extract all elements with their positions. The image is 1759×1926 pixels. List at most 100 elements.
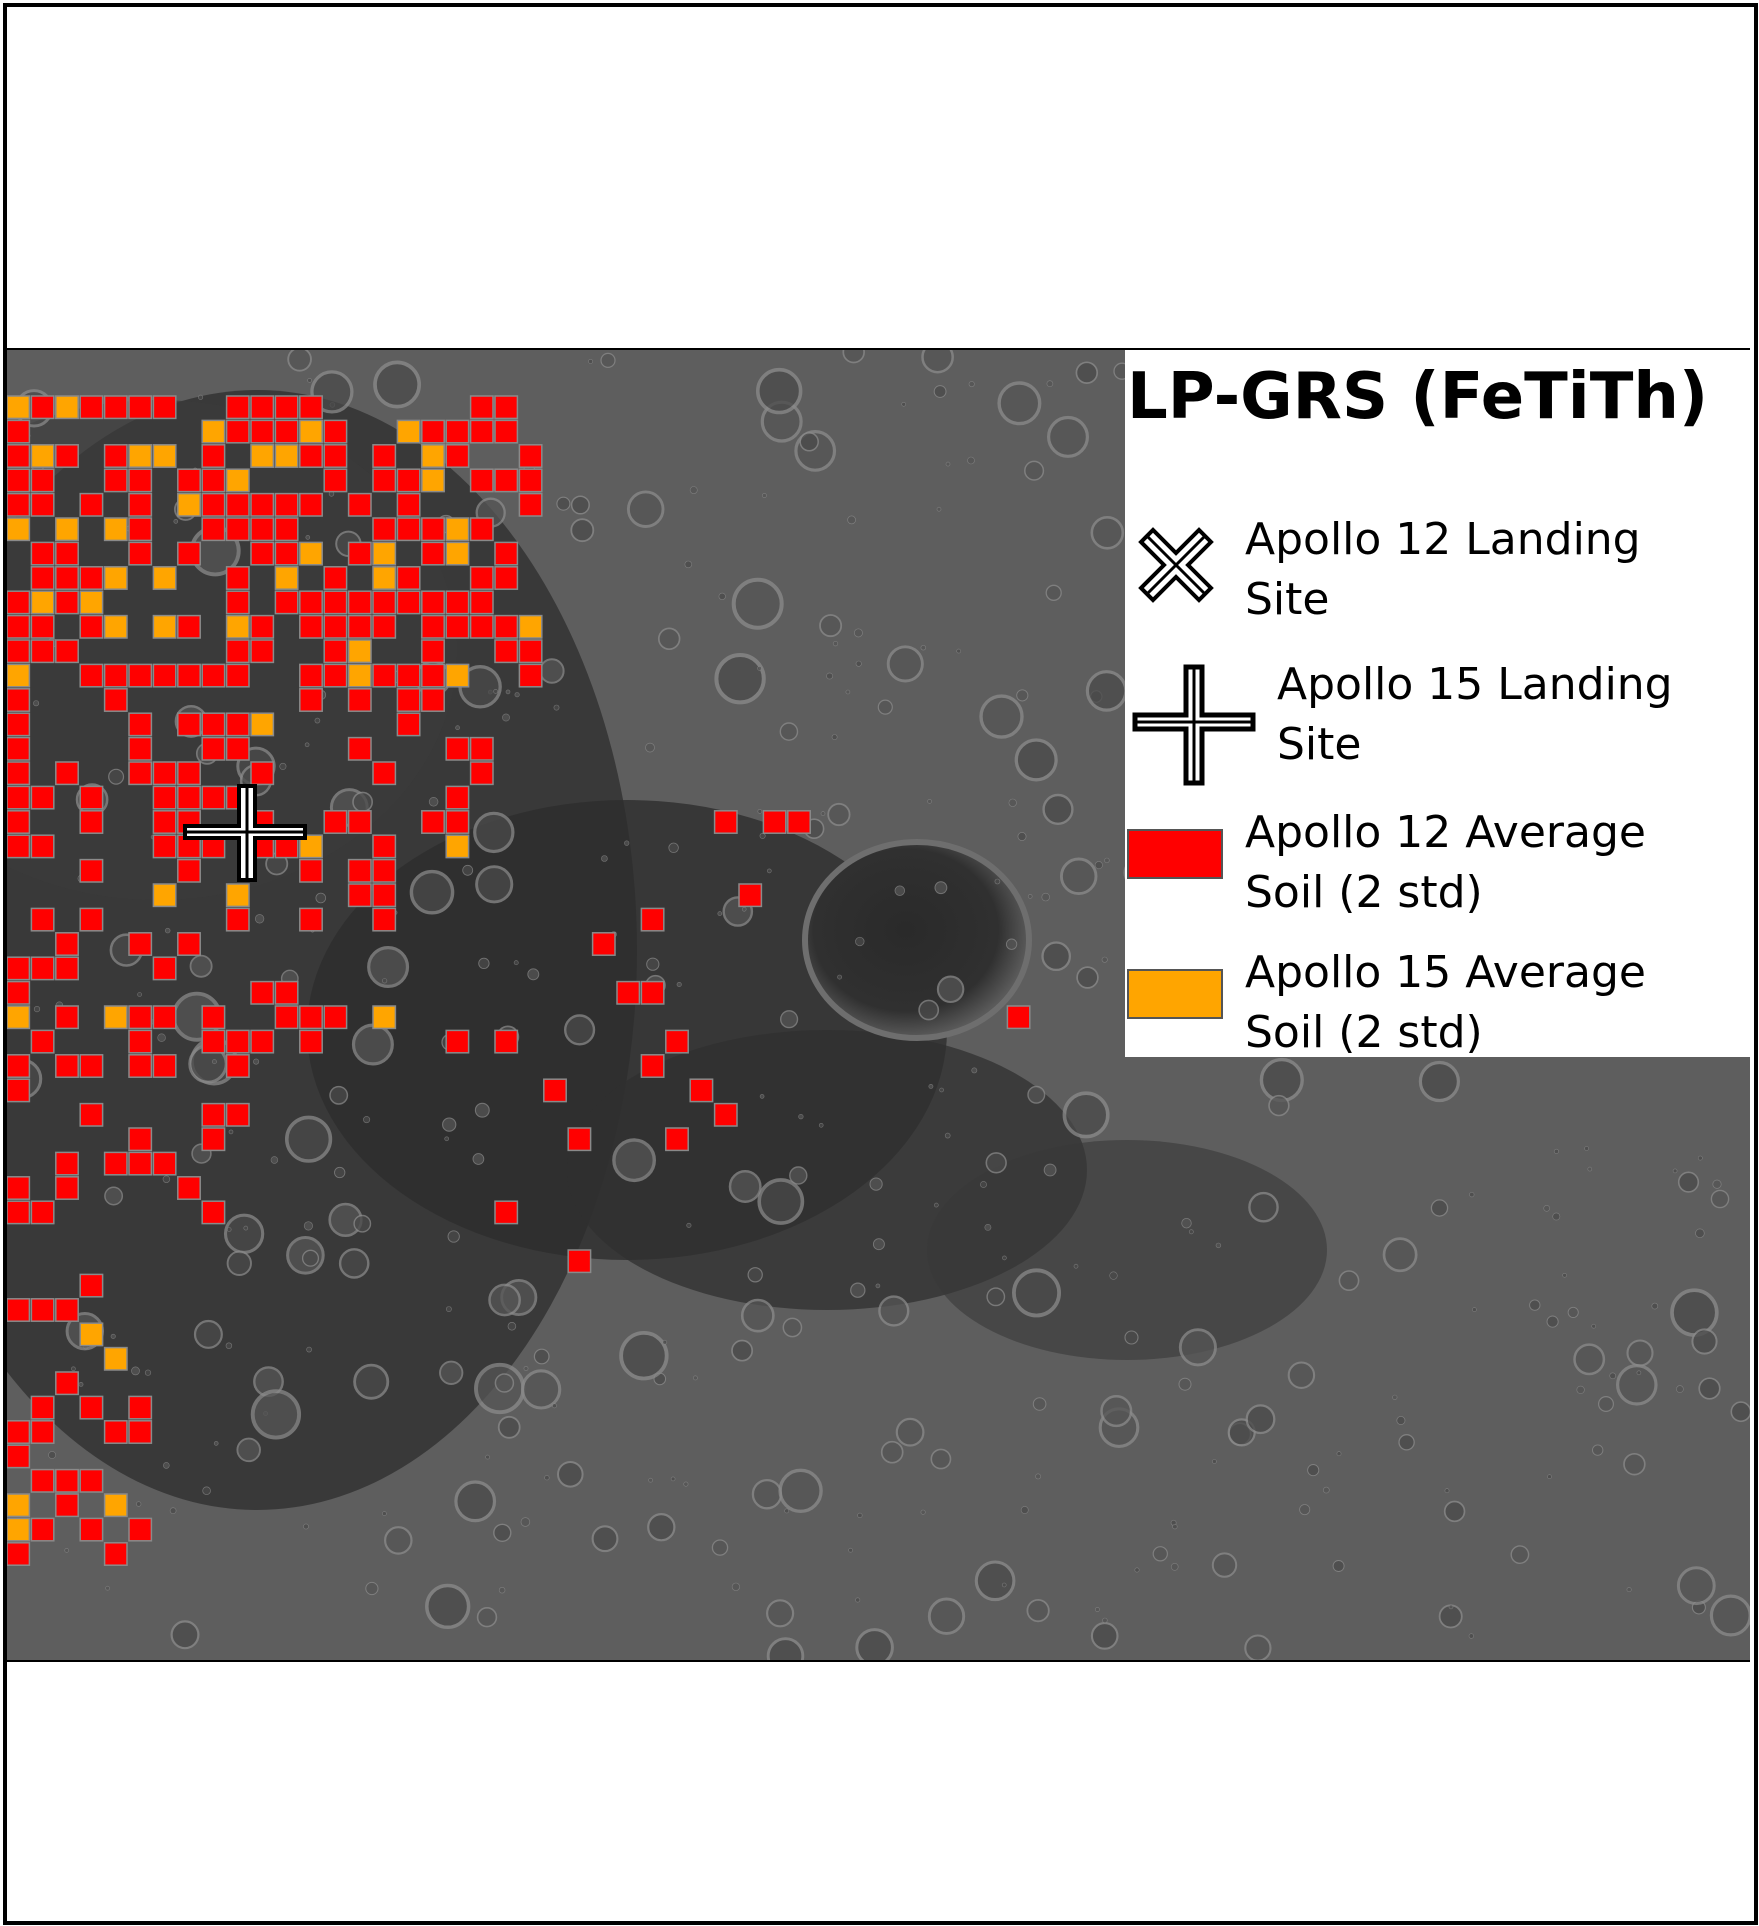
crater [1636, 1370, 1642, 1376]
apollo12-soil-cell [128, 395, 153, 420]
apollo12-soil-cell [7, 712, 31, 737]
crater [1109, 1271, 1118, 1280]
apollo12-soil-cell [30, 468, 55, 493]
apollo15-soil-cell [299, 419, 323, 444]
crater [1597, 1395, 1614, 1412]
crater [878, 1295, 910, 1327]
apollo15-landing-site-marker[interactable] [183, 784, 307, 882]
apollo12-soil-cell [177, 1176, 201, 1200]
crater [837, 974, 842, 980]
apollo12-soil-cell [152, 395, 177, 420]
crater [1090, 516, 1125, 550]
crater [845, 689, 851, 695]
crater [984, 1224, 992, 1231]
crater [556, 496, 571, 511]
apollo12-soil-cell [372, 444, 397, 468]
apollo12-soil-cell [372, 468, 397, 493]
apollo12-soil-cell [250, 541, 275, 566]
crater [373, 360, 422, 409]
crater [619, 1331, 669, 1381]
apollo12-soil-cell [55, 639, 79, 664]
apollo12-soil-cell [347, 736, 372, 761]
crater [928, 1084, 934, 1089]
apollo12-soil-cell [152, 810, 177, 834]
crater [211, 1059, 217, 1065]
apollo12-soil-cell [299, 590, 323, 615]
crater [718, 592, 726, 600]
apollo12-soil-cell [177, 614, 201, 639]
crater [894, 885, 906, 896]
apollo12-soil-cell [7, 639, 31, 664]
apollo12-soil-cell [445, 444, 470, 468]
crater [740, 1298, 775, 1333]
crater [110, 1333, 116, 1339]
apollo15-soil-cell [30, 590, 55, 615]
apollo12-soil-cell [299, 395, 323, 420]
apollo12-soil-cell [665, 1127, 689, 1152]
crater [731, 1582, 741, 1591]
apollo12-soil-cell [55, 1468, 79, 1493]
crater [645, 742, 655, 753]
crater [1245, 1404, 1276, 1435]
apollo12-soil-cell [225, 907, 250, 932]
apollo12-soil-cell [30, 1517, 55, 1542]
crater [997, 381, 1042, 426]
crater [306, 1346, 312, 1353]
crater [1307, 1464, 1320, 1477]
crater [936, 506, 942, 512]
apollo15-soil-cell [445, 834, 470, 859]
crater [759, 1094, 765, 1099]
apollo12-soil-cell [591, 932, 616, 956]
red-swatch-icon [1127, 829, 1223, 879]
crater [1172, 1523, 1178, 1530]
apollo12-soil-cell [7, 444, 31, 468]
apollo12-soil-cell [665, 1029, 689, 1054]
apollo12-soil-cell [7, 1542, 31, 1566]
apollo12-soil-cell [274, 980, 299, 1005]
crater [493, 1523, 512, 1543]
crater [104, 1186, 124, 1206]
crater [1677, 1171, 1700, 1193]
crater [189, 954, 213, 978]
crater [301, 1249, 320, 1267]
apollo12-soil-cell [372, 907, 397, 932]
crater [162, 1175, 171, 1183]
lunar-map[interactable] [7, 348, 1750, 1662]
apollo12-soil-cell [128, 1151, 153, 1176]
crater [1178, 1377, 1192, 1391]
crater [285, 1115, 333, 1163]
crater [789, 1166, 808, 1185]
crater [684, 560, 692, 569]
crater [1188, 1229, 1194, 1235]
crater [409, 869, 455, 915]
crater [1626, 1339, 1654, 1367]
apollo15-soil-cell [79, 1322, 104, 1347]
crater [514, 692, 520, 698]
apollo12-soil-cell [152, 663, 177, 688]
apollo15-soil-cell [128, 444, 153, 468]
crater [1332, 1560, 1345, 1572]
crater [1392, 1394, 1398, 1400]
apollo12-soil-cell [1006, 1005, 1031, 1030]
apollo12-soil-cell [128, 1395, 153, 1420]
apollo12-soil-cell [372, 761, 397, 786]
crater [1059, 857, 1098, 896]
apollo12-soil-cell [225, 663, 250, 688]
soil-grid-cells [7, 395, 1031, 1566]
apollo12-soil-cell [177, 712, 201, 737]
crater [714, 653, 766, 705]
apollo12-soil-cell [7, 1054, 31, 1078]
apollo12-soil-cell [201, 712, 226, 737]
crater [591, 1525, 619, 1553]
apollo12-soil-cell [299, 907, 323, 932]
crater [478, 957, 490, 970]
apollo12-soil-cell [7, 980, 31, 1005]
apollo12-soil-cell [250, 517, 275, 542]
apollo12-soil-cell [30, 1420, 55, 1444]
apollo12-soil-cell [55, 761, 79, 786]
crater [755, 367, 803, 415]
crater [1152, 1546, 1169, 1562]
apollo12-soil-cell [323, 468, 348, 493]
apollo15-soil-cell [347, 639, 372, 664]
crater [1100, 1395, 1133, 1428]
